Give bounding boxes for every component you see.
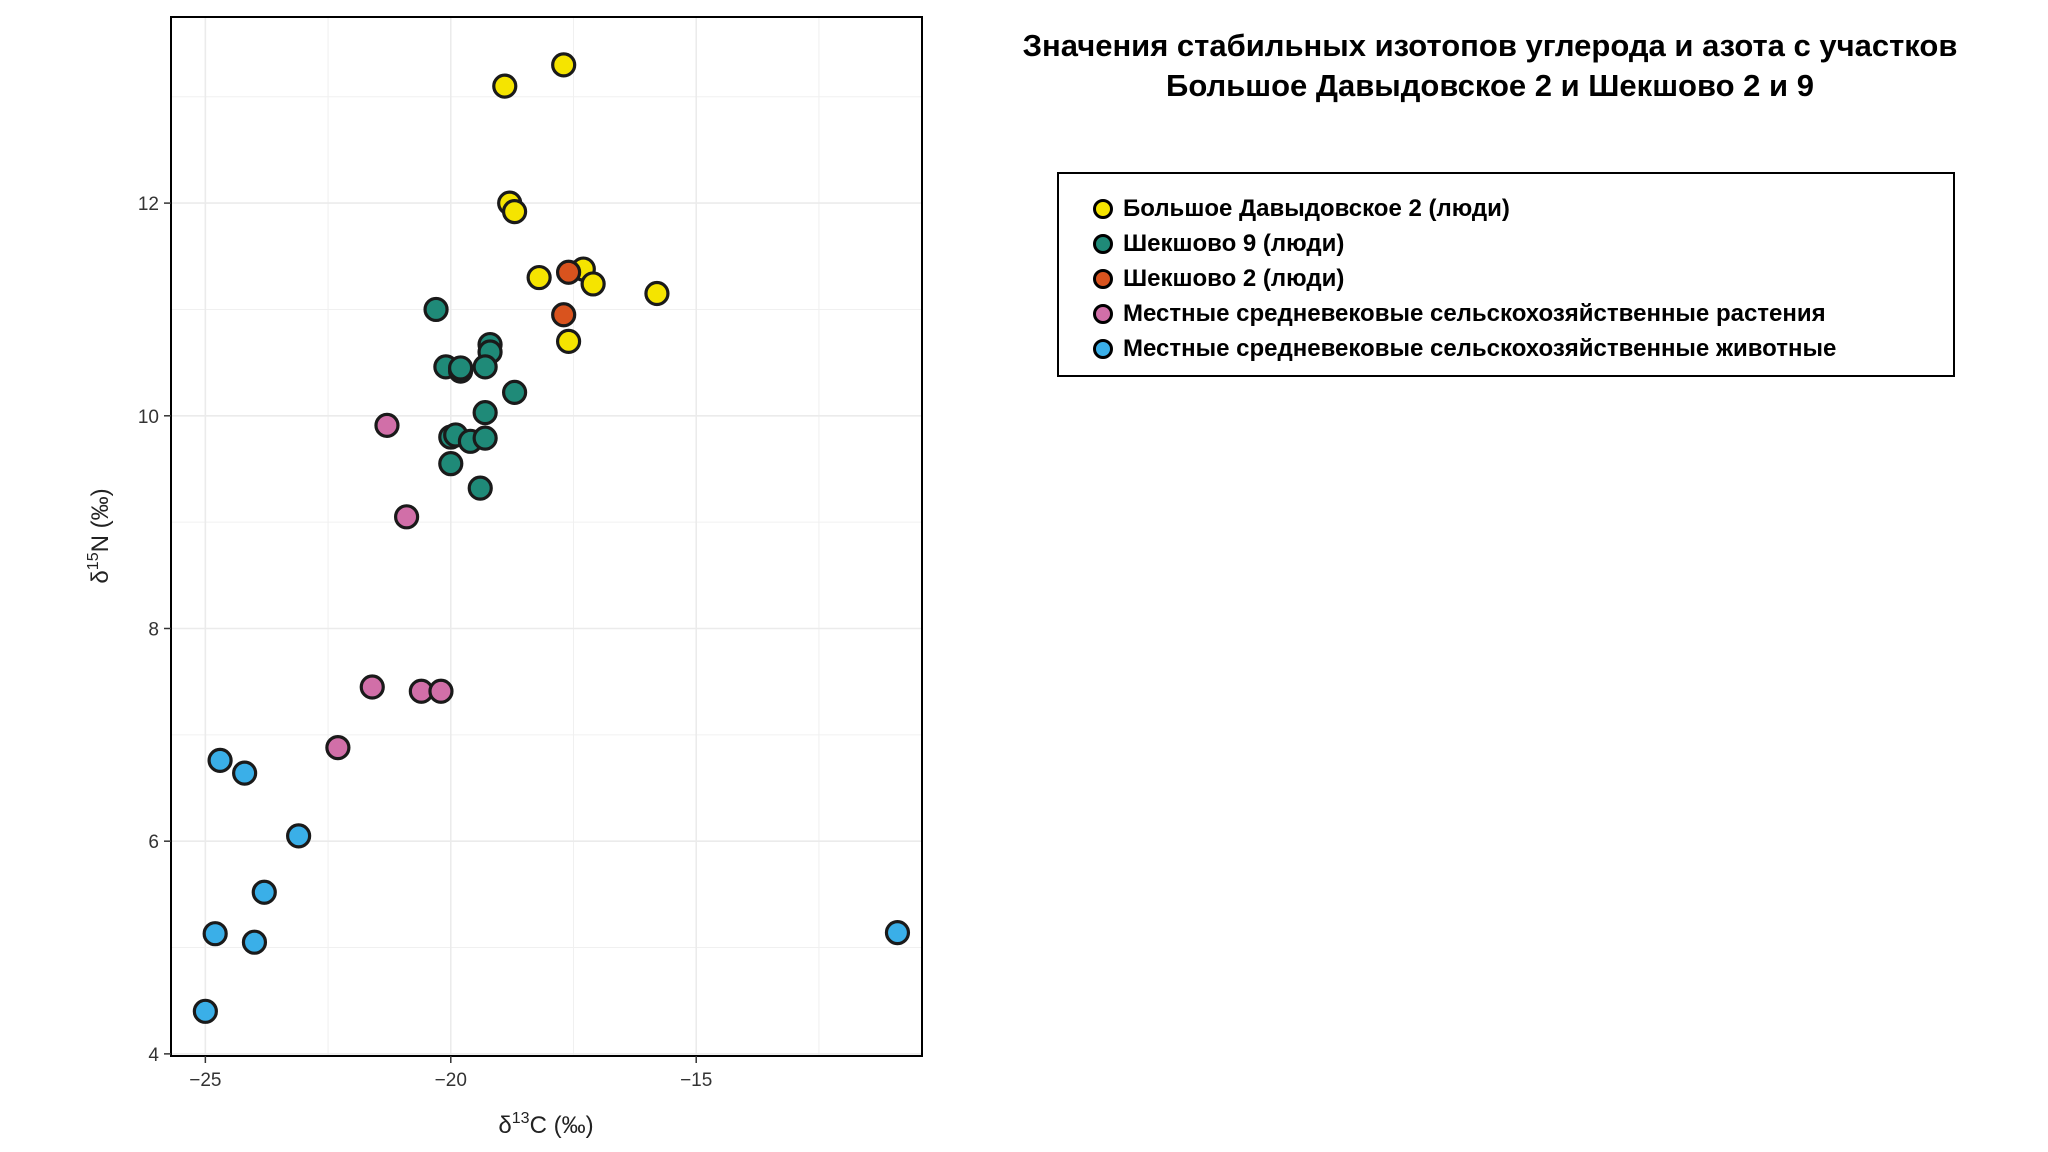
y-tick-label: 4: [148, 1045, 159, 1066]
data-point-series-1: [467, 475, 493, 501]
legend-label: Местные средневековые сельскохозяйственн…: [1123, 334, 1837, 362]
legend-item-plants: Местные средневековые сельскохозяйственн…: [1059, 296, 1953, 331]
legend-label: Местные средневековые сельскохозяйственн…: [1123, 299, 1826, 327]
grid-lines: [171, 17, 922, 1056]
data-points: [192, 52, 911, 1024]
data-point-series-1: [448, 355, 474, 381]
data-point-series-4: [192, 998, 218, 1024]
data-point-series-3: [325, 734, 351, 761]
plot-panel-background: [171, 17, 922, 1056]
data-point-series-2: [551, 302, 577, 328]
data-point-series-4: [241, 929, 268, 955]
data-point-series-4: [207, 747, 233, 773]
chart-title-line-1: Значения стабильных изотопов углерода и …: [1022, 28, 1958, 63]
data-point-series-0: [526, 264, 552, 291]
data-point-series-1: [501, 379, 528, 406]
y-tick-label: 8: [148, 619, 159, 640]
data-point-series-3: [394, 504, 420, 530]
legend-item-sheksovo-2: Шекшово 2 (люди): [1059, 261, 1953, 296]
data-point-series-1: [438, 451, 464, 477]
data-point-series-1: [472, 354, 498, 380]
data-point-series-2: [555, 259, 582, 285]
legend-swatch: [1093, 303, 1113, 324]
legend-swatch: [1093, 268, 1113, 289]
data-point-series-3: [359, 674, 385, 700]
plot-panel-border: [170, 16, 923, 1057]
data-point-series-4: [251, 879, 277, 905]
y-tick-label: 10: [138, 407, 159, 428]
legend-swatch: [1093, 198, 1113, 219]
data-point-series-3: [374, 412, 400, 438]
data-point-series-4: [232, 760, 258, 786]
legend: Большое Давыдовское 2 (люди) Шекшово 9 (…: [1057, 172, 1955, 377]
data-point-series-4: [884, 920, 911, 946]
legend-label: Большое Давыдовское 2 (люди): [1123, 194, 1510, 222]
legend-label: Шекшово 9 (люди): [1123, 229, 1345, 257]
x-tick-label: −20: [435, 1070, 467, 1091]
legend-swatch: [1093, 233, 1113, 254]
chart-title: Значения стабильных изотопов углерода и …: [940, 26, 2040, 106]
data-point-series-1: [423, 296, 449, 323]
x-axis-title: δ13C (‰): [498, 1110, 593, 1139]
legend-label: Шекшово 2 (люди): [1123, 264, 1345, 292]
legend-item-bolshoe-davydovskoe-2: Большое Давыдовское 2 (люди): [1059, 191, 1953, 226]
y-axis-title: δ15N (‰): [85, 488, 114, 583]
axis-ticks: −25 −20 −15 4 6 8 10 12: [138, 194, 712, 1091]
legend-item-animals: Местные средневековые сельскохозяйственн…: [1059, 331, 1953, 366]
data-point-series-0: [501, 199, 528, 225]
y-tick-label: 12: [138, 194, 159, 215]
data-point-series-4: [202, 921, 228, 947]
legend-item-sheksovo-9: Шекшово 9 (люди): [1059, 226, 1953, 261]
y-tick-label: 6: [148, 832, 159, 853]
data-point-series-0: [580, 271, 606, 297]
data-point-series-1: [472, 400, 498, 426]
chart-title-line-2: Большое Давыдовское 2 и Шекшово 2 и 9: [1166, 68, 1814, 103]
data-point-series-4: [286, 823, 312, 849]
data-point-series-1: [472, 425, 498, 451]
data-point-series-0: [555, 328, 582, 354]
data-point-series-3: [428, 678, 454, 704]
x-tick-label: −15: [680, 1070, 712, 1091]
data-point-series-0: [644, 280, 670, 307]
x-tick-label: −25: [189, 1070, 221, 1091]
data-point-series-0: [551, 52, 577, 78]
legend-swatch: [1093, 338, 1113, 359]
data-point-series-0: [492, 73, 518, 99]
